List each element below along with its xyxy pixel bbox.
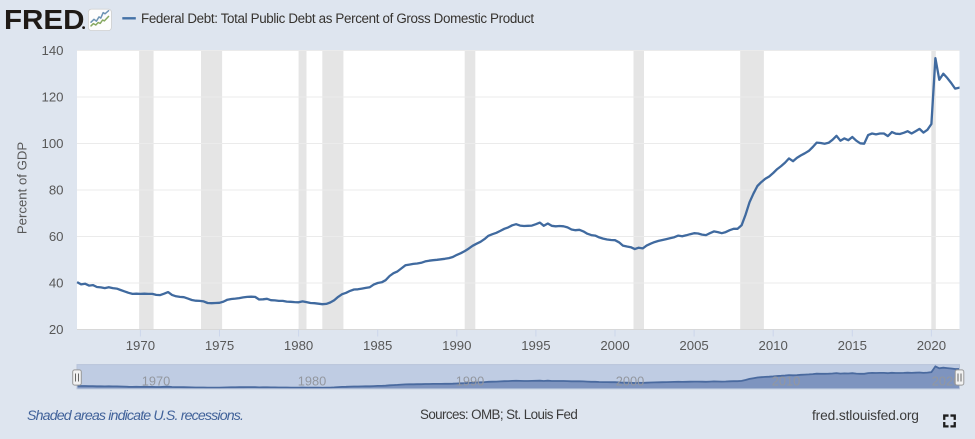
svg-text:1990: 1990: [442, 338, 471, 353]
svg-text:1980: 1980: [284, 338, 313, 353]
svg-text:2015: 2015: [838, 338, 867, 353]
svg-text:2000: 2000: [616, 373, 644, 388]
svg-text:1990: 1990: [456, 373, 484, 388]
svg-text:1995: 1995: [521, 338, 550, 353]
svg-text:100: 100: [41, 136, 63, 151]
svg-text:2020: 2020: [917, 338, 946, 353]
svg-text:2010: 2010: [759, 338, 788, 353]
svg-text:1980: 1980: [298, 373, 326, 388]
svg-text:140: 140: [41, 43, 63, 58]
svg-text:80: 80: [49, 183, 64, 198]
svg-text:2000: 2000: [600, 338, 629, 353]
svg-text:1970: 1970: [142, 373, 170, 388]
svg-text:2020: 2020: [932, 373, 960, 388]
svg-text:20: 20: [49, 322, 64, 337]
svg-text:Percent of GDP: Percent of GDP: [15, 142, 30, 235]
svg-text:120: 120: [41, 90, 63, 105]
svg-text:60: 60: [49, 229, 64, 244]
svg-text:1975: 1975: [205, 338, 234, 353]
svg-text:1970: 1970: [126, 338, 155, 353]
svg-text:40: 40: [49, 276, 64, 291]
svg-text:1985: 1985: [363, 338, 392, 353]
svg-text:2005: 2005: [679, 338, 708, 353]
svg-text:2010: 2010: [772, 373, 800, 388]
